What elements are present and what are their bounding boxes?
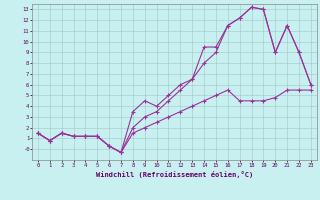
X-axis label: Windchill (Refroidissement éolien,°C): Windchill (Refroidissement éolien,°C) <box>96 171 253 178</box>
